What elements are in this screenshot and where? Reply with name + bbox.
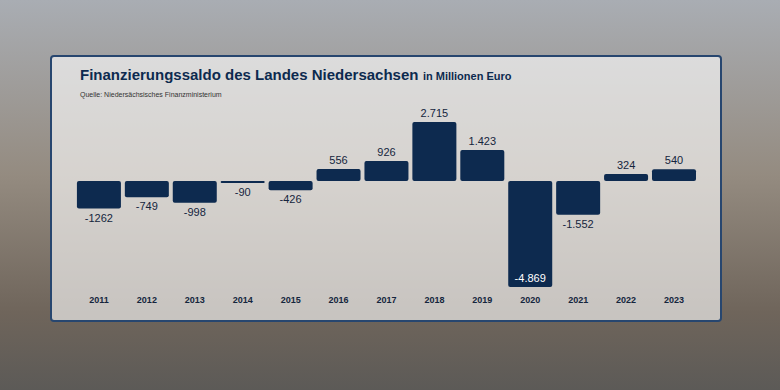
svg-text:2011: 2011 xyxy=(89,295,109,305)
svg-text:-1.552: -1.552 xyxy=(563,218,594,230)
svg-text:2.715: 2.715 xyxy=(421,107,449,119)
svg-text:2017: 2017 xyxy=(376,295,396,305)
svg-text:-4.869: -4.869 xyxy=(515,272,546,284)
svg-text:926: 926 xyxy=(377,146,395,158)
svg-text:556: 556 xyxy=(329,154,347,166)
svg-text:2016: 2016 xyxy=(329,295,349,305)
svg-text:2018: 2018 xyxy=(424,295,444,305)
svg-text:-998: -998 xyxy=(184,206,206,218)
svg-text:2012: 2012 xyxy=(137,295,157,305)
svg-text:2019: 2019 xyxy=(472,295,492,305)
html-text:Finanzierungssaldo des Landes: Finanzierungssaldo des Landes Niedersach… xyxy=(80,66,512,83)
svg-text:2020: 2020 xyxy=(520,295,540,305)
svg-text:2013: 2013 xyxy=(185,295,205,305)
svg-text:2023: 2023 xyxy=(664,295,684,305)
svg-text:2015: 2015 xyxy=(281,295,301,305)
svg-text:1.423: 1.423 xyxy=(469,135,497,147)
svg-text:2022: 2022 xyxy=(616,295,636,305)
svg-text:-749: -749 xyxy=(136,200,158,212)
svg-text:-426: -426 xyxy=(280,193,302,205)
svg-text:-90: -90 xyxy=(235,186,251,198)
svg-text:-1262: -1262 xyxy=(85,212,113,224)
svg-text:2014: 2014 xyxy=(233,295,253,305)
svg-text:2021: 2021 xyxy=(568,295,588,305)
svg-text:540: 540 xyxy=(665,154,683,166)
svg-text:324: 324 xyxy=(617,159,635,171)
html-text:Quelle: Niedersächsisches Fina: Quelle: Niedersächsisches Finanzminister… xyxy=(80,91,222,98)
